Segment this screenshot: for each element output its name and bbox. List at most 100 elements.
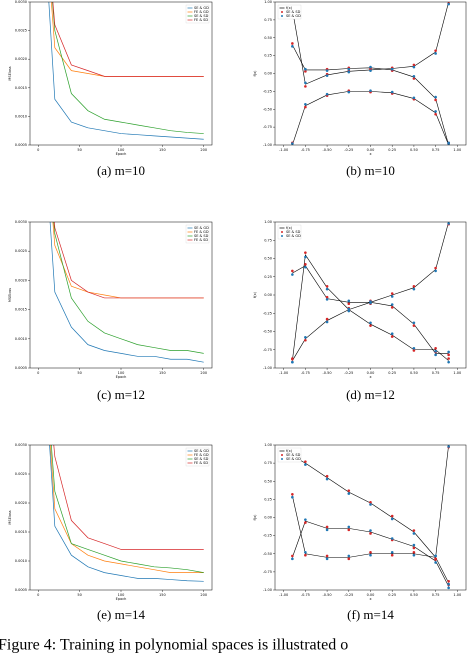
caption: (e) m=14	[97, 607, 146, 622]
marker	[325, 477, 329, 481]
legend-marker	[281, 11, 283, 13]
marker	[390, 537, 394, 540]
marker	[304, 251, 307, 254]
loss-line	[53, 445, 204, 550]
marker	[412, 284, 416, 288]
x-axis-label: Epoch	[116, 152, 127, 156]
marker	[390, 332, 394, 335]
y-axis-label: f(x)	[253, 291, 257, 298]
marker	[291, 42, 294, 45]
y-tick-label: 0.25	[264, 497, 272, 501]
marker	[447, 582, 450, 586]
marker	[325, 298, 329, 301]
marker	[434, 98, 437, 102]
y-axis-label: f(x)	[253, 514, 257, 521]
x-tick-label: -0.25	[344, 148, 353, 152]
marker	[412, 287, 416, 291]
function-line	[292, 222, 449, 361]
y-tick-label: 0.75	[264, 18, 272, 22]
figure-caption: Figure 4: Training in polynomial spaces …	[0, 637, 348, 653]
y-axis-label: MSEloss	[8, 288, 12, 302]
marker	[304, 553, 307, 557]
x-tick-label: 0.50	[410, 371, 418, 375]
x-tick-label: 0.75	[432, 148, 440, 152]
plot-frame	[29, 444, 213, 591]
legend-label: SE & SD	[286, 230, 301, 234]
y-tick-label: 0.0005	[15, 366, 27, 370]
y-tick-label: -0.50	[263, 330, 272, 334]
y-tick-label: 0.00	[264, 72, 272, 76]
x-tick-label: 1.00	[453, 593, 461, 597]
y-tick-label: 0.25	[264, 54, 272, 58]
marker	[347, 90, 351, 94]
marker	[369, 500, 372, 504]
marker	[412, 551, 416, 554]
marker	[390, 517, 394, 521]
x-tick-label: 0.50	[410, 593, 418, 597]
y-tick-label: 0.0010	[15, 337, 27, 341]
y-tick-label: 0.0030	[15, 0, 27, 4]
legend-label: f(x)	[286, 6, 293, 10]
x-tick-label: -0.50	[323, 371, 332, 375]
y-tick-label: 0.0020	[15, 57, 27, 61]
marker	[291, 557, 294, 561]
plot-area	[291, 2, 450, 145]
marker	[347, 67, 351, 71]
legend-label: SE & GD	[194, 449, 209, 453]
marker	[347, 554, 351, 558]
marker	[434, 561, 437, 564]
marker	[434, 349, 437, 353]
y-tick-label: 0.00	[264, 516, 272, 520]
marker	[412, 529, 416, 532]
plot-area	[291, 222, 450, 364]
marker	[447, 222, 450, 225]
marker	[325, 554, 329, 558]
x-tick-label: 1.00	[453, 148, 461, 152]
x-tick-label: 150	[159, 148, 166, 152]
loss-line	[50, 445, 204, 573]
plot-area	[48, 2, 204, 140]
marker	[447, 350, 450, 354]
y-tick-label: -0.75	[263, 348, 272, 352]
y-tick-label: 0.50	[264, 479, 272, 483]
caption: (c) m=12	[97, 387, 145, 402]
x-tick-label: -0.50	[323, 593, 332, 597]
marker	[369, 301, 372, 305]
marker	[412, 324, 416, 327]
marker	[369, 69, 372, 72]
y-tick-label: 0.0030	[15, 443, 27, 447]
marker	[412, 532, 416, 535]
x-tick-label: 100	[118, 593, 125, 597]
plot-frame	[274, 1, 467, 146]
legend-label: f(x)	[286, 449, 293, 453]
x-tick-label: -0.75	[301, 371, 310, 375]
marker	[390, 306, 394, 309]
marker	[412, 96, 416, 100]
x-tick-label: 0.25	[388, 593, 396, 597]
marker	[304, 336, 307, 339]
marker	[434, 266, 437, 270]
marker	[447, 360, 450, 364]
legend-label: SE & GD	[194, 6, 209, 10]
x-tick-label: 0.00	[367, 593, 375, 597]
panel: 0.0005 0.0010 0.0015 0.0020 0.0025 0.0030 0 50 1…	[8, 0, 213, 178]
marker	[447, 357, 450, 360]
marker	[291, 495, 294, 499]
legend-label: f(x)	[286, 226, 293, 230]
legend-marker	[281, 15, 283, 17]
marker	[447, 141, 450, 145]
marker	[347, 309, 351, 313]
marker	[434, 557, 437, 561]
loss-line	[52, 2, 204, 134]
y-tick-label: 0.0015	[15, 308, 27, 312]
y-tick-label: 0.00	[264, 293, 272, 297]
marker	[434, 346, 437, 350]
marker	[325, 525, 329, 529]
legend-label: SE & GD	[286, 14, 301, 18]
marker	[325, 474, 329, 478]
function-line	[292, 265, 449, 354]
marker	[412, 77, 416, 80]
y-tick-label: 0.0005	[15, 143, 27, 147]
y-tick-label: 0.50	[264, 36, 272, 40]
